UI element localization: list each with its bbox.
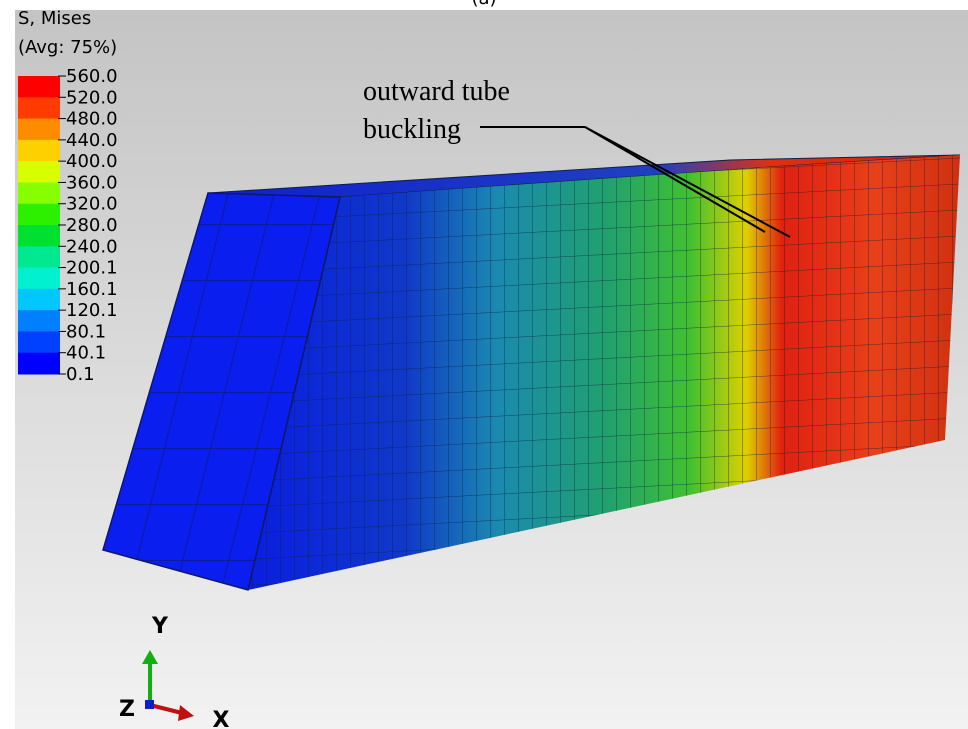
legend-band [18,76,60,98]
legend-subtitle: (Avg: 75%) [18,37,117,58]
legend-band [18,310,60,332]
legend-band [18,225,60,247]
legend-band [18,97,60,119]
legend-label: 560.0 [66,66,118,87]
legend-label: 320.0 [66,194,118,215]
figure: (a) S, Mises (Avg: 75%) 560.0520.0480.04… [0,0,968,729]
legend-band [18,246,60,268]
legend-label: 360.0 [66,172,118,193]
legend-label: 80.1 [66,321,106,342]
annotation: buckling [363,114,461,145]
legend-band [18,289,60,311]
legend-label: 160.1 [66,279,118,300]
legend-label: 480.0 [66,109,118,130]
legend-band [18,331,60,353]
legend-band [18,161,60,183]
legend-label: 40.1 [66,343,106,364]
legend-label: 280.0 [66,215,118,236]
legend-label: 200.1 [66,258,118,279]
legend-band [18,268,60,290]
legend-label: 120.1 [66,300,118,321]
legend-label: 240.0 [66,236,118,257]
legend-band [18,204,60,226]
legend-label: 400.0 [66,151,118,172]
legend-title: S, Mises [18,8,91,29]
legend: 560.0520.0480.0440.0400.0360.0320.0280.0… [18,66,118,385]
legend-band [18,140,60,162]
legend-label: 520.0 [66,87,118,108]
caption: (a) [471,0,496,9]
legend-label: 440.0 [66,130,118,151]
legend-band [18,353,60,375]
legend-band [18,182,60,204]
z-axis [145,700,154,709]
legend-label: 0.1 [66,364,95,385]
y-label: Y [151,614,169,639]
annotation: outward tube [363,76,510,107]
x-label: X [213,708,230,729]
legend-band [18,119,60,141]
z-label: Z [119,697,135,722]
